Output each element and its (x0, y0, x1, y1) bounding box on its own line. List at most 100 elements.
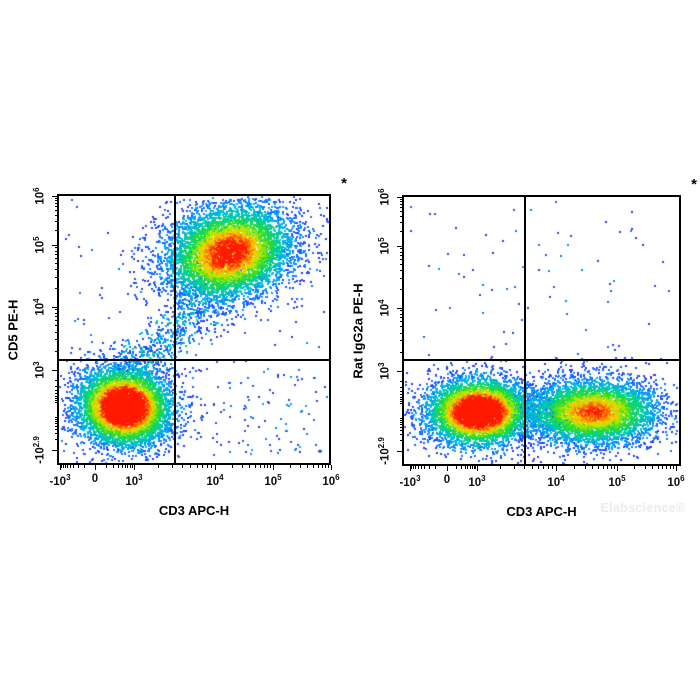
y-minor-tick (399, 340, 402, 342)
x-minor-tick (231, 465, 233, 468)
y-minor-tick (399, 332, 402, 334)
y-minor-tick (54, 439, 57, 441)
y-tick-label: -102.9 (31, 436, 47, 464)
x-minor-tick (289, 465, 291, 468)
significance-asterisk: * (691, 176, 697, 193)
scatter-canvas-right (402, 195, 681, 466)
x-major-tick (409, 466, 411, 471)
y-major-tick (52, 449, 57, 451)
y-tick-label: 106 (376, 188, 392, 206)
y-minor-tick (399, 310, 402, 312)
y-minor-tick (54, 258, 57, 260)
y-minor-tick (54, 350, 57, 352)
y-tick-label: 104 (31, 298, 47, 316)
y-axis-label: Rat IgG2a PE-H (350, 282, 366, 379)
x-tick-label: 104 (547, 474, 565, 489)
x-minor-tick (210, 465, 212, 468)
y-minor-tick (399, 386, 402, 388)
y-major-tick (397, 196, 402, 198)
y-minor-tick (54, 206, 57, 208)
x-tick-label: 103 (468, 474, 486, 489)
y-tick-label: 105 (31, 236, 47, 254)
y-minor-tick (54, 316, 57, 318)
x-minor-tick (117, 465, 119, 468)
y-major-tick (397, 245, 402, 247)
x-minor-tick (613, 466, 615, 469)
y-minor-tick (399, 402, 402, 404)
x-minor-tick (531, 466, 533, 469)
x-minor-tick (113, 465, 115, 468)
x-tick-label: 106 (667, 474, 685, 489)
y-minor-tick (399, 321, 402, 323)
x-minor-tick (64, 465, 66, 468)
y-minor-tick (399, 401, 402, 403)
y-major-tick (52, 195, 57, 197)
x-minor-tick (551, 466, 553, 469)
x-minor-tick (62, 465, 64, 468)
x-major-tick (330, 465, 332, 470)
y-minor-tick (399, 418, 402, 420)
x-major-tick (675, 466, 677, 471)
y-minor-tick (54, 331, 57, 333)
x-minor-tick (500, 466, 502, 469)
y-minor-tick (54, 429, 57, 431)
y-minor-tick (54, 325, 57, 327)
x-minor-tick (242, 465, 244, 468)
y-minor-tick (54, 254, 57, 256)
x-minor-tick (435, 466, 437, 469)
y-minor-tick (399, 222, 402, 224)
y-minor-tick (399, 313, 402, 315)
x-minor-tick (547, 466, 549, 469)
x-minor-tick (106, 465, 108, 468)
y-minor-tick (399, 277, 402, 279)
y-minor-tick (54, 423, 57, 425)
y-minor-tick (54, 398, 57, 400)
y-minor-tick (399, 198, 402, 200)
x-major-tick (616, 466, 618, 471)
x-minor-tick (537, 466, 539, 469)
x-minor-tick (428, 466, 430, 469)
y-major-tick (52, 244, 57, 246)
y-minor-tick (54, 420, 57, 422)
x-minor-tick (672, 466, 674, 469)
y-tick-label: 105 (376, 237, 392, 255)
y-minor-tick (54, 247, 57, 249)
y-minor-tick (54, 287, 57, 289)
x-minor-tick (129, 465, 131, 468)
x-minor-tick (475, 466, 477, 469)
x-tick-label: 103 (125, 473, 143, 488)
y-minor-tick (54, 214, 57, 216)
x-tick-label: 104 (206, 473, 224, 488)
y-axis-label: CD5 PE-H (5, 299, 21, 360)
y-minor-tick (54, 400, 57, 402)
y-minor-tick (399, 288, 402, 290)
x-minor-tick (266, 465, 268, 468)
y-minor-tick (399, 248, 402, 250)
y-tick-label: 106 (31, 187, 47, 205)
x-major-tick (133, 465, 135, 470)
x-minor-tick (196, 465, 198, 468)
x-minor-tick (415, 466, 417, 469)
y-major-tick (397, 307, 402, 309)
y-minor-tick (399, 264, 402, 266)
y-minor-tick (399, 259, 402, 261)
x-tick-label: 0 (443, 474, 451, 486)
y-minor-tick (399, 394, 402, 396)
y-minor-tick (399, 399, 402, 401)
x-minor-tick (573, 466, 575, 469)
x-minor-tick (634, 466, 636, 469)
y-minor-tick (399, 419, 402, 421)
y-minor-tick (54, 263, 57, 265)
x-minor-tick (471, 466, 473, 469)
x-minor-tick (300, 465, 302, 468)
x-tick-label: -103 (49, 473, 71, 488)
x-minor-tick (598, 466, 600, 469)
x-minor-tick (317, 465, 319, 468)
x-tick-label: 105 (264, 473, 282, 488)
x-minor-tick (73, 465, 75, 468)
x-minor-tick (70, 465, 72, 468)
y-minor-tick (54, 229, 57, 231)
x-minor-tick (662, 466, 664, 469)
x-minor-tick (469, 466, 471, 469)
